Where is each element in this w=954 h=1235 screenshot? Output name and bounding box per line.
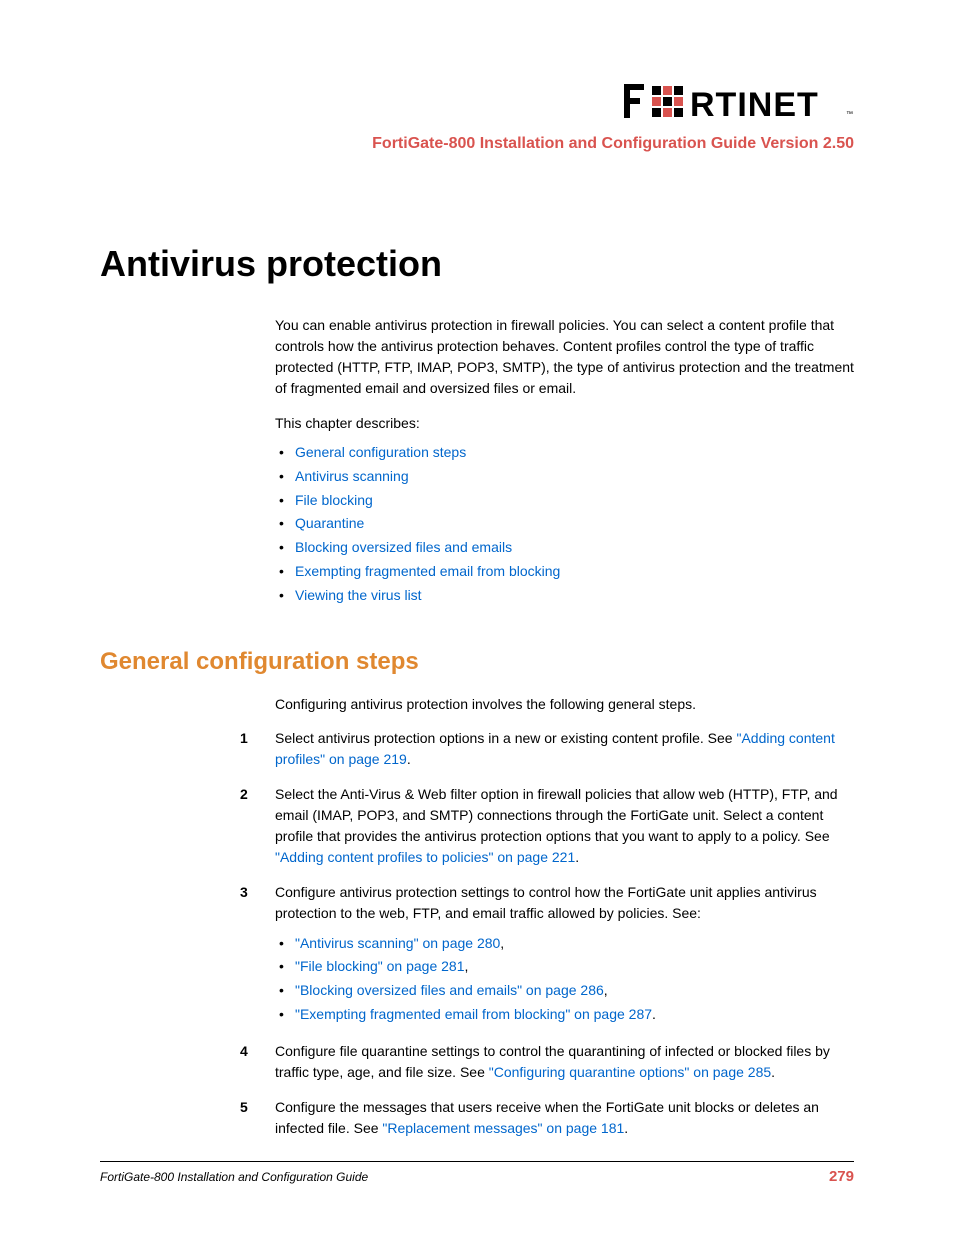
toc-item: Blocking oversized files and emails: [275, 536, 854, 560]
step-item: Configure antivirus protection settings …: [240, 882, 854, 1027]
step-link[interactable]: "Adding content profiles to policies" on…: [275, 849, 575, 865]
document-subtitle: FortiGate-800 Installation and Configura…: [100, 135, 854, 153]
toc-link[interactable]: Viewing the virus list: [295, 587, 422, 603]
step-item: Configure the messages that users receiv…: [240, 1097, 854, 1139]
toc-item: Antivirus scanning: [275, 465, 854, 489]
page-footer: FortiGate-800 Installation and Configura…: [100, 1161, 854, 1185]
step-link[interactable]: "Configuring quarantine options" on page…: [489, 1064, 771, 1080]
steps-list: Select antivirus protection options in a…: [240, 728, 854, 1139]
toc-item: Viewing the virus list: [275, 584, 854, 608]
logo-container: RTINET ™: [100, 80, 854, 127]
intro-paragraph: You can enable antivirus protection in f…: [275, 315, 854, 399]
sublist-post: .: [652, 1006, 656, 1022]
toc-link[interactable]: Exempting fragmented email from blocking: [295, 563, 560, 579]
sublist-post: ,: [500, 935, 504, 951]
section-heading: General configuration steps: [100, 648, 854, 676]
page-title: Antivirus protection: [100, 243, 854, 285]
sublist-post: ,: [604, 982, 608, 998]
step-item: Configure file quarantine settings to co…: [240, 1041, 854, 1083]
fortinet-logo: RTINET ™: [624, 80, 854, 122]
step-text-post: .: [624, 1120, 628, 1136]
step-item: Select antivirus protection options in a…: [240, 728, 854, 770]
svg-text:RTINET: RTINET: [690, 86, 819, 122]
toc-link[interactable]: Antivirus scanning: [295, 468, 409, 484]
sublist-link[interactable]: "File blocking" on page 281: [295, 958, 465, 974]
footer-title: FortiGate-800 Installation and Configura…: [100, 1170, 368, 1184]
toc-link[interactable]: Blocking oversized files and emails: [295, 539, 512, 555]
toc-item: File blocking: [275, 489, 854, 513]
page-number: 279: [829, 1168, 854, 1185]
toc-link[interactable]: General configuration steps: [295, 444, 466, 460]
sublist-item: "Antivirus scanning" on page 280,: [275, 932, 854, 956]
step-text-post: .: [771, 1064, 775, 1080]
chapter-intro: This chapter describes:: [275, 415, 854, 431]
toc-item: Quarantine: [275, 512, 854, 536]
step-text: Configure antivirus protection settings …: [275, 884, 817, 921]
sublist-item: "Blocking oversized files and emails" on…: [275, 979, 854, 1003]
step-item: Select the Anti-Virus & Web filter optio…: [240, 784, 854, 868]
step-text-post: .: [407, 751, 411, 767]
toc-item: General configuration steps: [275, 441, 854, 465]
svg-text:™: ™: [846, 111, 853, 118]
section-intro: Configuring antivirus protection involve…: [275, 696, 854, 712]
step-text: Select the Anti-Virus & Web filter optio…: [275, 786, 838, 844]
sublist-link[interactable]: "Blocking oversized files and emails" on…: [295, 982, 604, 998]
step-text-post: .: [575, 849, 579, 865]
sublist-post: ,: [465, 958, 469, 974]
toc-link[interactable]: File blocking: [295, 492, 373, 508]
sublist-item: "File blocking" on page 281,: [275, 955, 854, 979]
sublist-link[interactable]: "Antivirus scanning" on page 280: [295, 935, 500, 951]
step-sublist: "Antivirus scanning" on page 280,"File b…: [275, 932, 854, 1027]
toc-link[interactable]: Quarantine: [295, 515, 364, 531]
sublist-link[interactable]: "Exempting fragmented email from blockin…: [295, 1006, 652, 1022]
step-text: Select antivirus protection options in a…: [275, 730, 736, 746]
sublist-item: "Exempting fragmented email from blockin…: [275, 1003, 854, 1027]
toc-item: Exempting fragmented email from blocking: [275, 560, 854, 584]
toc-list: General configuration steps Antivirus sca…: [275, 441, 854, 608]
step-link[interactable]: "Replacement messages" on page 181: [382, 1120, 624, 1136]
